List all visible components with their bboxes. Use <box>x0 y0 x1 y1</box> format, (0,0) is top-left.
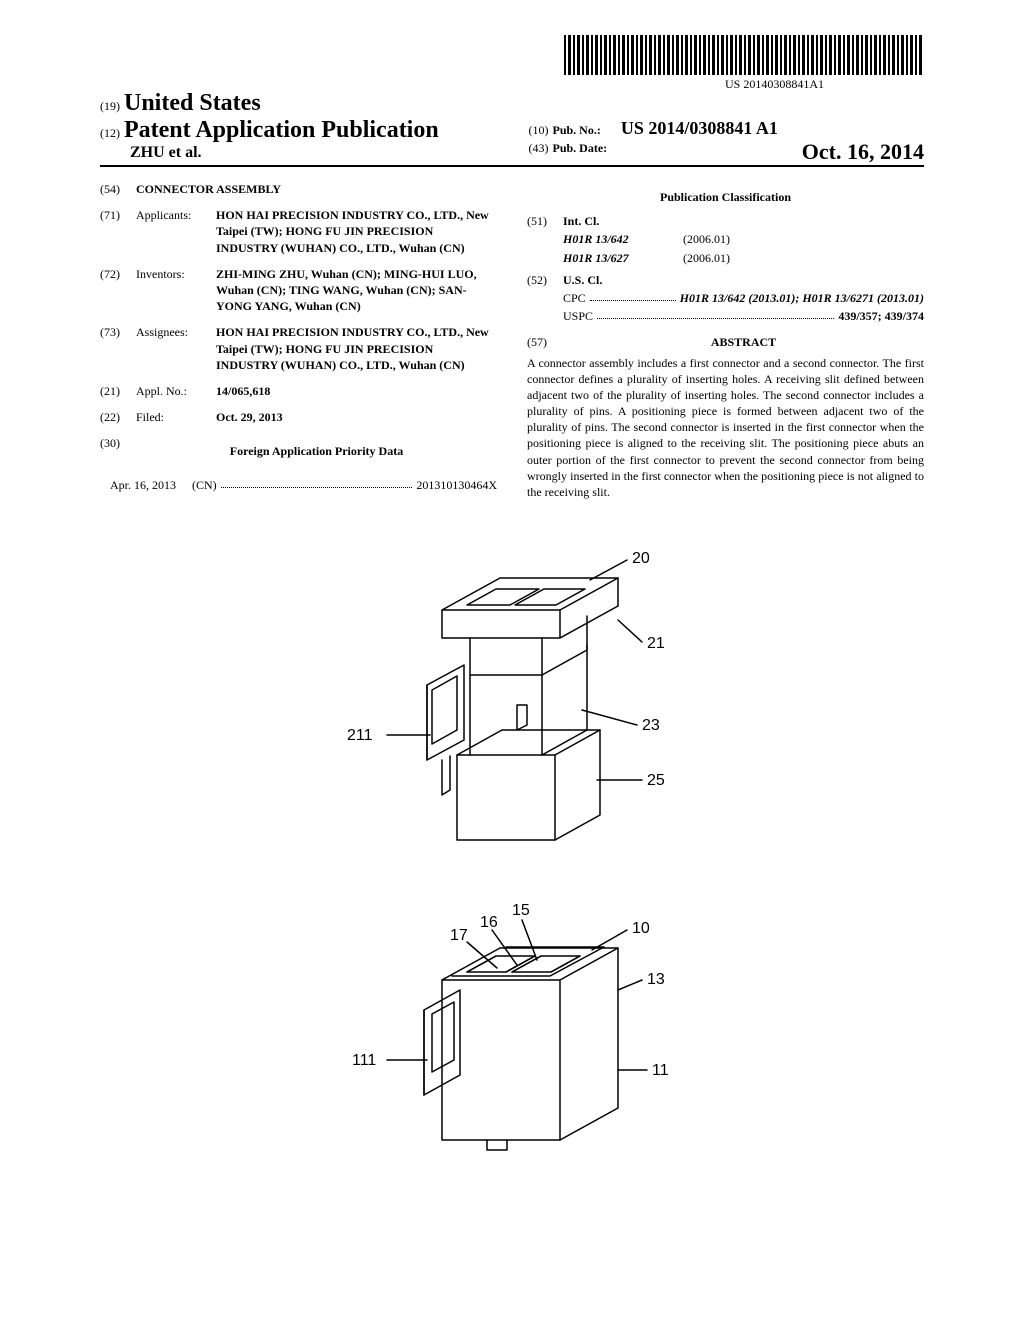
invention-title: CONNECTOR ASSEMBLY <box>136 181 497 197</box>
fig-label-211: 211 <box>347 727 373 744</box>
dots <box>597 308 834 319</box>
code-10: (10) <box>528 123 548 137</box>
appl-no: 14/065,618 <box>216 383 497 399</box>
priority-country: (CN) <box>192 477 217 493</box>
inventors: ZHI-MING ZHU, Wuhan (CN); MING-HUI LUO, … <box>216 266 497 315</box>
fig-label-16: 16 <box>480 914 498 931</box>
figure-area: 20 21 23 25 211 <box>100 530 924 1230</box>
code-57: (57) <box>527 334 563 350</box>
abstract-label: ABSTRACT <box>563 334 924 350</box>
code-72: (72) <box>100 266 136 315</box>
applicants: HON HAI PRECISION INDUSTRY CO., LTD., Ne… <box>216 207 497 256</box>
inventors-label: Inventors: <box>136 266 216 315</box>
fig-label-25: 25 <box>647 772 665 789</box>
right-column: Publication Classification (51) Int. Cl.… <box>527 181 924 500</box>
applicants-label: Applicants: <box>136 207 216 256</box>
country: United States <box>124 90 261 116</box>
dots <box>590 290 676 301</box>
int-cl-2-year: (2006.01) <box>683 250 730 266</box>
classification-title: Publication Classification <box>527 189 924 205</box>
priority-date: Apr. 16, 2013 <box>110 477 176 493</box>
int-cl-2-code: H01R 13/627 <box>563 250 683 266</box>
assignees-label: Assignees: <box>136 324 216 373</box>
left-column: (54) CONNECTOR ASSEMBLY (71) Applicants:… <box>100 181 497 500</box>
code-71: (71) <box>100 207 136 256</box>
assignees: HON HAI PRECISION INDUSTRY CO., LTD., Ne… <box>216 324 497 373</box>
int-cl-label: Int. Cl. <box>563 213 924 229</box>
fig-label-17: 17 <box>450 927 468 944</box>
int-cl-1-code: H01R 13/642 <box>563 231 683 247</box>
fig-label-13: 13 <box>647 971 665 988</box>
pub-date: Oct. 16, 2014 <box>802 139 924 165</box>
abstract-text: A connector assembly includes a first co… <box>527 355 924 501</box>
fig-label-21: 21 <box>647 635 665 652</box>
header-right: (10) Pub. No.: US 2014/0308841 A1 (43) P… <box>528 90 924 165</box>
us-cl-label: U.S. Cl. <box>563 272 924 288</box>
divider <box>100 165 924 167</box>
code-73: (73) <box>100 324 136 373</box>
pub-no-label: Pub. No.: <box>552 123 600 137</box>
appl-no-label: Appl. No.: <box>136 383 216 399</box>
foreign-priority-title: Foreign Application Priority Data <box>136 443 497 459</box>
code-30: (30) <box>100 435 136 467</box>
code-54: (54) <box>100 181 136 197</box>
uspc-codes: 439/357; 439/374 <box>838 308 924 324</box>
cpc-label: CPC <box>563 290 586 306</box>
code-19: (19) <box>100 99 120 113</box>
fig-label-15: 15 <box>512 902 530 919</box>
pub-no: US 2014/0308841 A1 <box>621 118 778 138</box>
code-12: (12) <box>100 126 120 140</box>
fig-label-111: 111 <box>352 1052 376 1069</box>
fig-label-10: 10 <box>632 920 650 937</box>
priority-app-no: 201310130464X <box>416 477 497 493</box>
dots <box>221 477 413 488</box>
code-51: (51) <box>527 213 563 229</box>
filed-date: Oct. 29, 2013 <box>216 409 497 425</box>
fig-label-11: 11 <box>652 1062 669 1079</box>
authors: ZHU et al. <box>130 144 496 162</box>
code-22: (22) <box>100 409 136 425</box>
cpc-codes: H01R 13/642 (2013.01); H01R 13/6271 (201… <box>680 290 924 306</box>
fig-label-20: 20 <box>632 550 650 567</box>
code-21: (21) <box>100 383 136 399</box>
code-52: (52) <box>527 272 563 288</box>
pub-date-label: Pub. Date: <box>552 141 607 155</box>
code-43: (43) <box>528 141 548 155</box>
publication-type: Patent Application Publication <box>124 117 439 143</box>
fig-label-23: 23 <box>642 717 660 734</box>
barcode <box>564 35 924 75</box>
filed-label: Filed: <box>136 409 216 425</box>
header-left: (19) United States (12) Patent Applicati… <box>100 90 496 162</box>
patent-figure: 20 21 23 25 211 <box>292 530 732 1230</box>
uspc-label: USPC <box>563 308 593 324</box>
int-cl-1-year: (2006.01) <box>683 231 730 247</box>
